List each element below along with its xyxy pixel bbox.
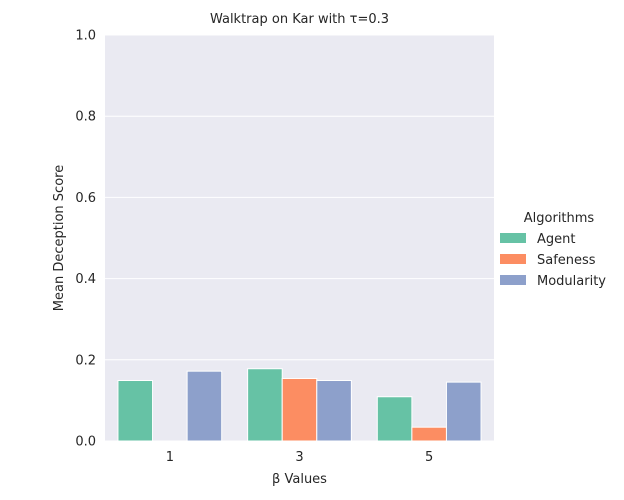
y-tick-label: 0.2 (75, 353, 96, 368)
y-tick-label: 1.0 (75, 29, 96, 44)
bar-safeness-5 (411, 426, 447, 442)
bar-modularity-1 (186, 370, 223, 442)
bars (117, 368, 482, 442)
legend-title: Algorithms (524, 211, 595, 226)
y-axis-label: Mean Deception Score (52, 165, 67, 311)
x-tick-label: 5 (425, 450, 433, 465)
bar-agent-5 (376, 396, 413, 442)
x-tick-label: 3 (295, 450, 303, 465)
legend-swatch-safeness (500, 254, 526, 264)
y-tick-label: 0.0 (75, 435, 96, 450)
legend-label-agent: Agent (537, 232, 575, 247)
x-axis-ticks: 1 3 5 (166, 450, 434, 465)
legend-swatch-agent (500, 233, 526, 243)
bar-agent-1 (117, 380, 154, 442)
bar-safeness-3 (281, 377, 318, 442)
y-tick-label: 0.4 (75, 272, 96, 287)
y-axis-ticks: 0.0 0.2 0.4 0.6 0.8 1.0 (75, 29, 96, 450)
bar-agent-3 (247, 368, 283, 442)
legend-label-modularity: Modularity (537, 274, 606, 289)
bar-modularity-3 (316, 380, 352, 442)
legend-label-safeness: Safeness (537, 253, 596, 268)
y-tick-label: 0.6 (75, 191, 96, 206)
x-axis-label: β Values (272, 472, 327, 487)
y-tick-label: 0.8 (75, 110, 96, 125)
x-tick-label: 1 (166, 450, 174, 465)
plot-area (105, 35, 494, 441)
chart-title: Walktrap on Kar with τ=0.3 (210, 12, 389, 27)
grid-lines (105, 34, 494, 442)
legend: Algorithms Agent Safeness Modularity (500, 211, 606, 289)
bar-modularity-5 (445, 381, 482, 442)
legend-swatch-modularity (500, 275, 526, 285)
